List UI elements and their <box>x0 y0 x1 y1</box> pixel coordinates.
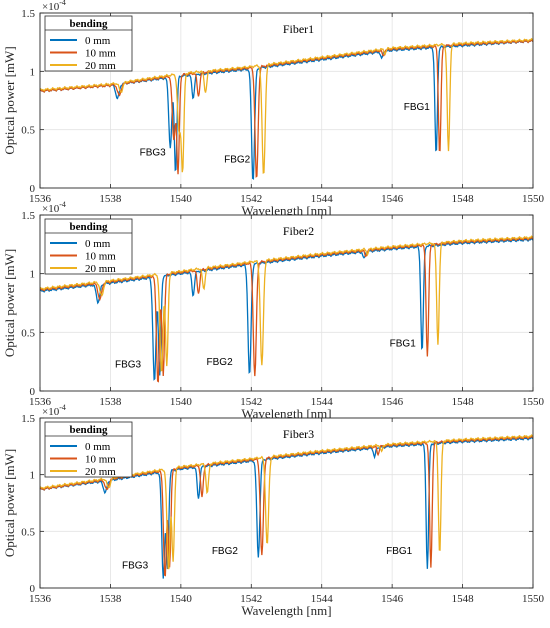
y-tick-label: 0 <box>30 386 36 398</box>
y-exponent-base: ×10 <box>42 1 60 13</box>
x-tick-label: 1540 <box>170 193 193 205</box>
y-exponent-power: -4 <box>59 200 66 209</box>
y-exponent-label: ×10-4 <box>42 200 66 215</box>
legend-entry: 0 mm <box>85 238 111 250</box>
x-tick-label: 1546 <box>381 593 404 605</box>
chart-panel-3: 1536 1538 1540 1542 1544 1546 1548 1550 0 0.5 1 1.5… <box>2 403 545 618</box>
legend-title: bending <box>70 221 108 233</box>
y-tick-label: 0 <box>30 183 36 195</box>
y-tick-label: 1.5 <box>21 210 35 222</box>
series-line-10-mm <box>39 435 534 577</box>
y-tick-label: 1 <box>30 66 36 78</box>
axes-frame <box>39 12 534 189</box>
x-tick-label: 1538 <box>99 193 122 205</box>
legend-entry: 20 mm <box>85 263 116 275</box>
x-tick-label: 1540 <box>170 593 193 605</box>
fbg-annotation: FBG1 <box>404 102 431 113</box>
y-tick-label: 0.5 <box>21 526 35 538</box>
x-tick-label: 1542 <box>240 396 262 408</box>
axes-frame <box>39 417 534 589</box>
series-line-10-mm <box>39 38 534 178</box>
x-tick-label: 1538 <box>99 593 122 605</box>
x-tick-label: 1550 <box>522 193 545 205</box>
y-exponent-base: ×10 <box>42 406 60 418</box>
y-tick-label: 1.5 <box>21 8 35 20</box>
fbg-annotation: FBG2 <box>207 357 234 368</box>
x-tick-label: 1538 <box>99 396 122 408</box>
series-line-20-mm <box>39 235 534 372</box>
chart-panel-1: 1536 1538 1540 1542 1544 1546 1548 1550 0 0.5 1 1.5… <box>2 0 545 218</box>
y-tick-label: 1.5 <box>21 413 35 425</box>
legend-title: bending <box>70 18 108 30</box>
series-line-20-mm <box>39 37 534 174</box>
x-tick-label: 1536 <box>29 396 52 408</box>
x-tick-label: 1550 <box>522 396 545 408</box>
y-exponent-base: ×10 <box>42 203 60 215</box>
series-line-10-mm <box>39 236 534 383</box>
panel-title: Fiber3 <box>283 427 314 441</box>
x-axis-label: Wavelength [nm] <box>241 203 331 218</box>
legend-box <box>44 218 133 275</box>
legend-box <box>44 421 133 478</box>
x-tick-label: 1550 <box>522 593 545 605</box>
y-tick-label: 0 <box>30 583 36 595</box>
x-tick-label: 1548 <box>452 396 475 408</box>
y-exponent-power: -4 <box>59 403 66 412</box>
fbg-annotation: FBG3 <box>115 360 142 371</box>
legend-entry: 10 mm <box>85 48 116 60</box>
x-tick-label: 1536 <box>29 593 52 605</box>
axes-frame <box>39 214 534 392</box>
x-tick-label: 1548 <box>452 193 475 205</box>
y-tick-label: 0.5 <box>21 327 35 339</box>
x-axis-label: Wavelength [nm] <box>241 603 331 618</box>
x-tick-label: 1544 <box>311 593 334 605</box>
fbg-annotation: FBG1 <box>390 338 417 349</box>
fbg-annotation: FBG3 <box>140 147 167 158</box>
fbg-annotation: FBG2 <box>212 546 239 557</box>
legend-entry: 10 mm <box>85 454 116 466</box>
chart-panel-2: 1536 1538 1540 1542 1544 1546 1548 1550 0 0.5 1 1.5… <box>2 200 545 421</box>
fbg-annotation: FBG1 <box>386 546 413 557</box>
y-tick-label: 1 <box>30 470 36 482</box>
x-tick-label: 1542 <box>240 593 262 605</box>
x-tick-label: 1544 <box>311 193 334 205</box>
legend-title: bending <box>70 424 108 436</box>
fbg-annotation: FBG3 <box>122 561 149 572</box>
x-tick-label: 1536 <box>29 193 52 205</box>
y-axis-label: Optical power [mW] <box>2 449 17 557</box>
x-tick-label: 1548 <box>452 593 475 605</box>
y-exponent-label: ×10-4 <box>42 403 66 418</box>
series-line-0-mm <box>39 237 534 381</box>
x-axis-label: Wavelength [nm] <box>241 406 331 421</box>
panel-title: Fiber1 <box>283 22 314 36</box>
y-tick-label: 1 <box>30 269 36 281</box>
y-axis-label: Optical power [mW] <box>2 46 17 154</box>
x-tick-label: 1546 <box>381 396 404 408</box>
legend-entry: 20 mm <box>85 466 116 478</box>
y-axis-label: Optical power [mW] <box>2 249 17 357</box>
y-exponent-power: -4 <box>59 0 66 7</box>
y-exponent-label: ×10-4 <box>42 0 66 13</box>
legend-box <box>44 15 133 72</box>
legend-entry: 20 mm <box>85 60 116 72</box>
legend-entry: 0 mm <box>85 441 111 453</box>
legend-entry: 10 mm <box>85 251 116 263</box>
fbg-annotation: FBG2 <box>224 154 251 165</box>
series-line-0-mm <box>39 436 534 579</box>
x-tick-label: 1542 <box>240 193 262 205</box>
x-tick-label: 1546 <box>381 193 404 205</box>
legend-entry: 0 mm <box>85 35 111 47</box>
x-tick-label: 1540 <box>170 396 193 408</box>
x-tick-label: 1544 <box>311 396 334 408</box>
y-tick-label: 0.5 <box>21 125 35 137</box>
panel-title: Fiber2 <box>283 224 314 238</box>
